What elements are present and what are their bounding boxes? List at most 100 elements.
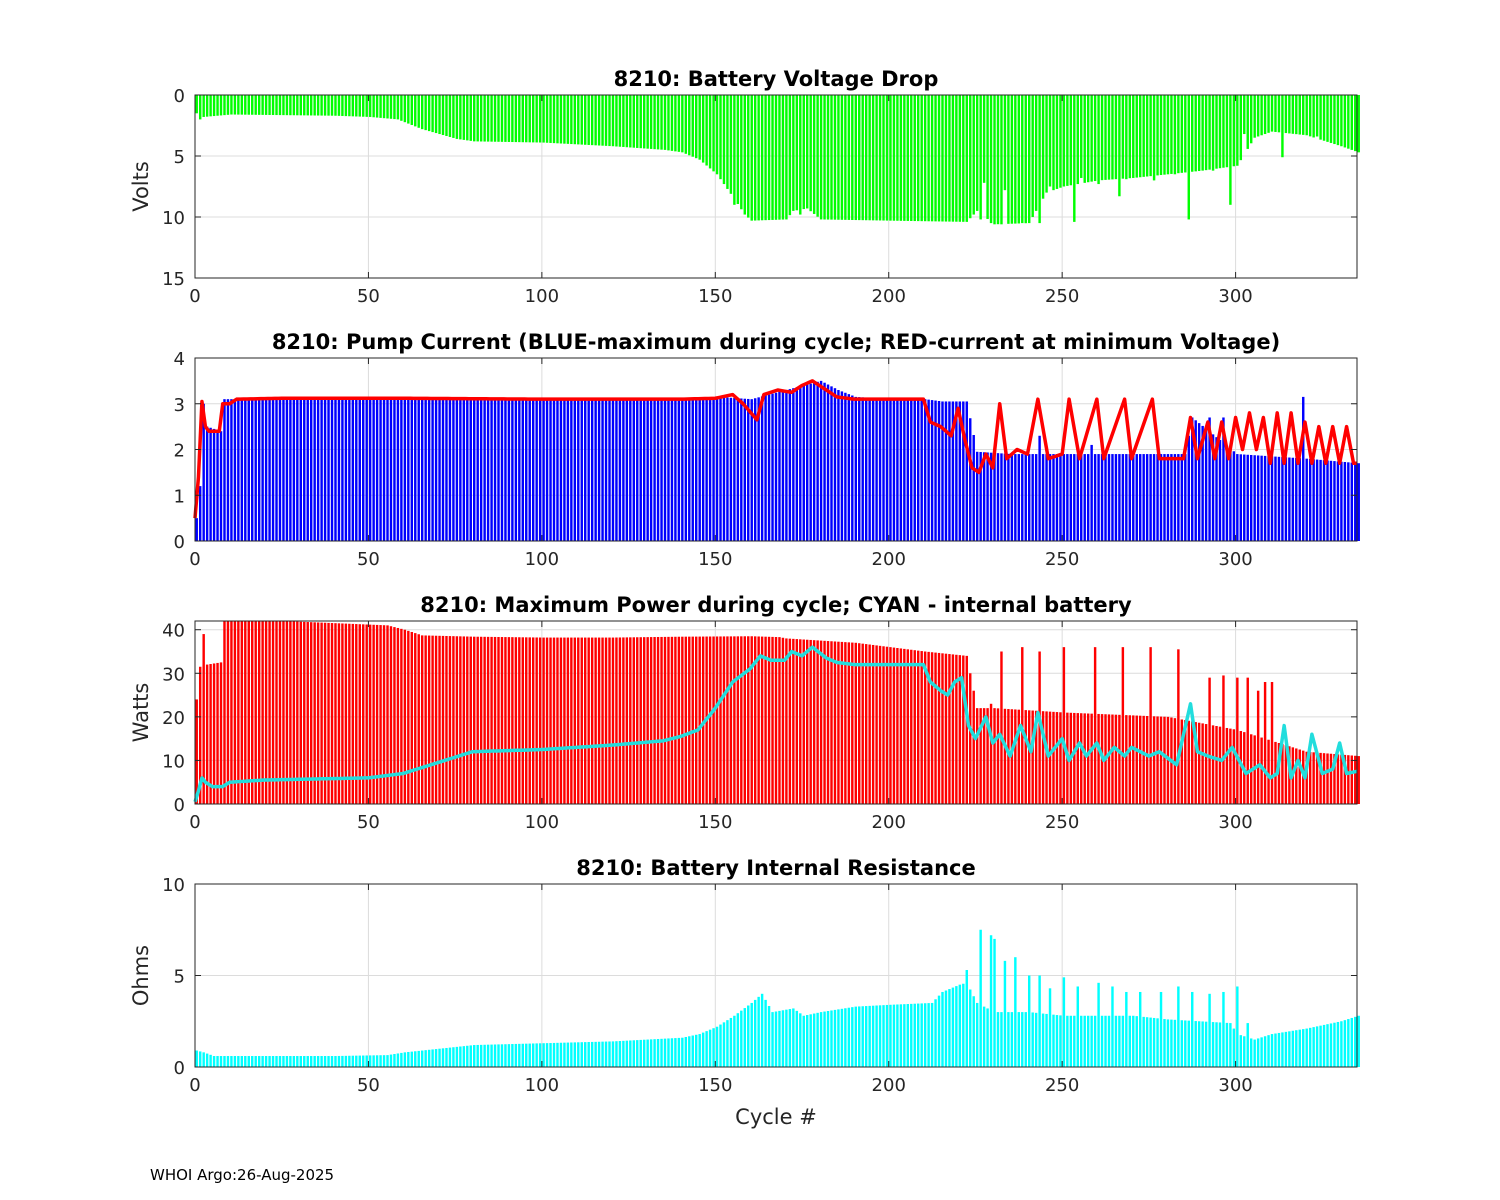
bar <box>757 397 760 541</box>
bar <box>202 403 205 541</box>
bar <box>712 636 715 804</box>
bar <box>1308 458 1312 541</box>
bar <box>1080 713 1083 804</box>
bar <box>521 1043 524 1067</box>
bar <box>198 666 202 804</box>
bar <box>285 95 289 116</box>
bar <box>257 95 261 115</box>
bar <box>712 397 715 541</box>
bar <box>785 390 788 541</box>
bar <box>823 382 826 541</box>
bar <box>767 394 771 541</box>
bar <box>663 95 667 150</box>
bar <box>1187 435 1190 541</box>
bar <box>656 95 660 150</box>
bar <box>476 1044 479 1067</box>
bar <box>594 399 597 541</box>
bar <box>1010 454 1014 541</box>
bar <box>1194 95 1197 172</box>
bar <box>1302 396 1305 541</box>
bar <box>466 1045 469 1067</box>
bar <box>1191 721 1194 804</box>
bar <box>833 641 837 804</box>
bar <box>1329 95 1333 143</box>
bar <box>372 1055 375 1067</box>
x-tick-label: 300 <box>1218 1075 1252 1096</box>
bar <box>910 95 913 221</box>
bar <box>538 95 542 143</box>
chart-title: 8210: Battery Voltage Drop <box>614 67 939 91</box>
bar <box>400 95 403 121</box>
bar <box>1329 1023 1333 1067</box>
bar <box>344 1055 348 1067</box>
bar <box>1326 95 1329 142</box>
bar <box>1156 95 1159 176</box>
bar <box>854 95 857 221</box>
bar <box>1062 95 1066 187</box>
bar <box>219 95 223 116</box>
bar <box>504 1044 507 1067</box>
bar <box>615 1041 618 1067</box>
bar <box>1315 1026 1319 1067</box>
bar <box>1295 457 1298 541</box>
bar <box>1007 1012 1010 1067</box>
bar <box>1111 714 1114 804</box>
bar <box>365 624 368 804</box>
bar <box>202 95 205 117</box>
bar <box>708 1029 712 1067</box>
bar <box>1138 991 1142 1067</box>
bar <box>594 95 597 146</box>
y-tick-label: 5 <box>174 147 185 168</box>
bar <box>511 637 514 804</box>
bar <box>1125 715 1128 804</box>
bar <box>979 452 982 541</box>
bar <box>646 399 649 541</box>
bar <box>1125 95 1128 180</box>
bar <box>1322 1024 1326 1067</box>
bar <box>788 1009 792 1067</box>
bar <box>209 664 212 804</box>
bar <box>1225 445 1229 541</box>
bar <box>767 95 771 221</box>
bar <box>840 391 844 541</box>
bar <box>792 1008 795 1067</box>
bar <box>896 648 899 804</box>
y-tick-label: 30 <box>162 664 185 685</box>
bar <box>653 1039 656 1067</box>
bar <box>747 636 750 804</box>
bar <box>1333 754 1336 804</box>
bar <box>1156 1018 1159 1067</box>
bar <box>1184 1020 1187 1067</box>
bar <box>493 636 497 804</box>
bar <box>462 636 466 804</box>
bar <box>237 398 240 541</box>
bar <box>965 401 968 541</box>
bar <box>965 655 968 804</box>
bar <box>410 397 414 541</box>
bar <box>327 95 330 116</box>
bar <box>733 636 736 804</box>
bar <box>355 396 358 541</box>
bar <box>254 95 257 115</box>
bar <box>1007 95 1010 224</box>
bar <box>389 1054 393 1067</box>
bar <box>1010 95 1014 224</box>
bar-series-green <box>195 95 1360 225</box>
bar <box>944 653 948 804</box>
bar <box>382 625 386 804</box>
bar <box>306 396 309 541</box>
bar <box>535 95 538 143</box>
bar <box>1225 95 1229 168</box>
bar <box>1097 982 1100 1067</box>
bar <box>309 95 313 116</box>
bar <box>854 396 857 541</box>
bar <box>830 641 833 804</box>
bar <box>982 452 986 541</box>
bar <box>389 626 393 804</box>
bar <box>948 654 951 804</box>
bar <box>906 95 910 221</box>
bar <box>823 95 826 220</box>
bar <box>573 637 577 804</box>
bar <box>497 95 500 142</box>
bar <box>299 621 303 804</box>
